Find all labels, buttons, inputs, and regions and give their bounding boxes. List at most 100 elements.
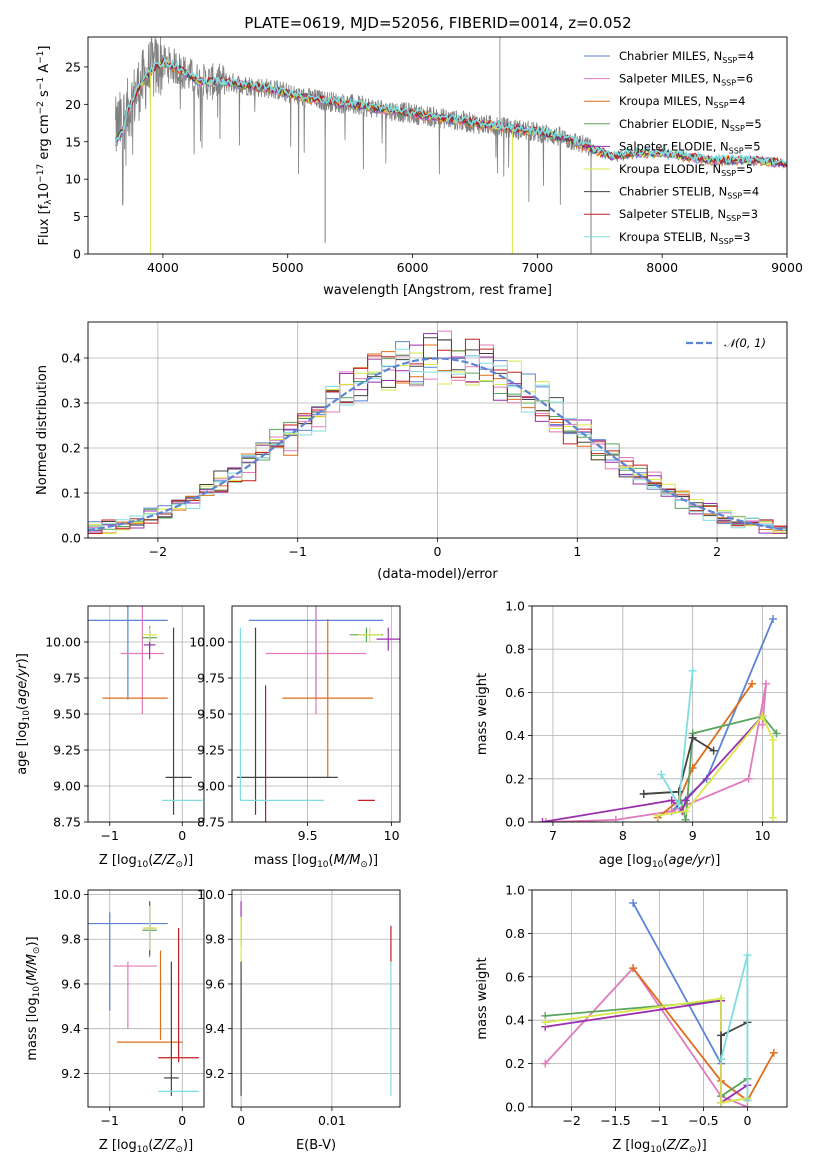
x-label-part: Z/Z xyxy=(152,1138,176,1153)
x-tick-label: 0 xyxy=(434,544,442,559)
y-label-part: −17 xyxy=(36,164,46,183)
y-tick-label: 9.2 xyxy=(61,1066,81,1081)
y-label-part: ⊙ xyxy=(32,947,42,955)
y-tick-label: 0.0 xyxy=(505,1100,525,1115)
x-label-part: mass [log xyxy=(254,853,317,868)
y-tick-label: 0.4 xyxy=(505,1013,525,1028)
y-tick-label: 10.00 xyxy=(45,635,81,650)
y-label-part: A xyxy=(37,64,52,77)
y-tick-label: 1.0 xyxy=(505,599,525,614)
x-label-part: )] xyxy=(368,853,378,868)
x-label-part: age/yr xyxy=(668,853,711,868)
legend-sub: SSP xyxy=(727,192,742,201)
y-tick-label: 0.0 xyxy=(505,815,525,830)
x-tick-label: 9 xyxy=(689,828,697,843)
x-tick-label: 6000 xyxy=(397,260,429,275)
x-tick-label: 0 xyxy=(743,1113,751,1128)
plot-area xyxy=(88,330,787,538)
x-label-part: 10 xyxy=(652,860,664,870)
y-tick-label: 0.0 xyxy=(61,531,81,546)
legend-label: Kroupa STELIB, NSSP=3 xyxy=(619,230,750,246)
axes-frame xyxy=(87,605,205,823)
plot-area xyxy=(240,901,392,1096)
legend-sub: SSP xyxy=(721,169,736,178)
y-tick-label: 9.6 xyxy=(61,976,81,991)
x-label-part: 10 xyxy=(650,1145,662,1155)
weight-line-1 xyxy=(544,966,748,1107)
y-tick-label: 0.4 xyxy=(61,351,81,366)
x-tick-label: 10 xyxy=(384,828,400,843)
y-tick-label: 0.2 xyxy=(61,441,81,456)
legend-sub: SSP xyxy=(726,214,741,223)
plot-area xyxy=(237,606,400,822)
y-label-part: mass [log xyxy=(25,997,40,1060)
x-tick-label: −1 xyxy=(101,1113,119,1128)
x-label-part: Z [log xyxy=(612,1138,650,1153)
x-label-part: age [log xyxy=(599,853,652,868)
plot-area xyxy=(114,37,787,254)
x-label-part: Z/Z xyxy=(152,853,176,868)
observed-spectrum xyxy=(115,37,594,206)
legend-suffix: =3 xyxy=(734,230,751,244)
weight-line-3 xyxy=(545,999,748,1098)
axes-residuals: −2 −1 0 1 2 0.0 0.1 0.2 0.3 0.4 (data-model)/error… xyxy=(35,321,788,582)
x-axis-label: Z [log10(Z/Z⊙)] xyxy=(612,1138,706,1155)
y-tick-label: 9.4 xyxy=(205,1021,225,1036)
x-axis-label: (data-model)/error xyxy=(377,567,498,582)
x-tick-label: 5000 xyxy=(272,260,304,275)
x-label-part: ⊙ xyxy=(689,1145,697,1155)
y-tick-label: 9.00 xyxy=(53,779,81,794)
x-axis-label: age [log10(age/yr)] xyxy=(599,853,721,870)
legend-label: Chabrier MILES, NSSP=4 xyxy=(619,49,754,65)
x-tick-label: 10 xyxy=(755,828,771,843)
legend-suffix: =5 xyxy=(736,162,753,176)
y-label-part: λ xyxy=(44,199,54,205)
y-tick-label: 9.75 xyxy=(53,671,81,686)
legend-label: Chabrier STELIB, NSSP=4 xyxy=(619,185,759,201)
y-label-part: −2 xyxy=(36,101,46,114)
x-label-part: Z [log xyxy=(99,1138,137,1153)
x-tick-label: −1 xyxy=(288,544,306,559)
y-tick-label: 1.0 xyxy=(505,883,525,898)
y-label-part: 10 xyxy=(32,986,42,998)
y-tick-label: 9.6 xyxy=(205,976,225,991)
x-label-part: ⊙ xyxy=(360,860,368,870)
legend-suffix: =4 xyxy=(729,94,746,108)
y-tick-label: 0.4 xyxy=(505,728,525,743)
x-tick-label: −2 xyxy=(562,1113,580,1128)
x-tick-label: −1 xyxy=(101,828,119,843)
legend-suffix: =4 xyxy=(737,49,754,63)
legend-suffix: =5 xyxy=(744,139,761,153)
y-axis-label: Flux [fλ10−17 erg cm−2 s−1 A−1] xyxy=(36,46,54,246)
x-tick-label: −1 xyxy=(650,1113,668,1128)
y-tick-label: 25 xyxy=(65,59,81,74)
y-label-part: ( xyxy=(25,981,40,986)
y-label-part: M/M xyxy=(25,954,40,981)
y-label-part: age/yr xyxy=(15,662,30,705)
y-tick-label: 0.6 xyxy=(505,685,525,700)
legend-sub: SSP xyxy=(729,146,744,155)
legend-text: Kroupa ELODIE, N xyxy=(619,162,721,176)
axes-spectrum: 4000 5000 6000 7000 8000 9000 0 5 10 15 20 25 wavele… xyxy=(36,36,803,298)
x-axis-label: mass [log10(M/M⊙)] xyxy=(254,853,378,870)
y-tick-label: 10.0 xyxy=(53,887,81,902)
x-tick-label: 0 xyxy=(178,828,186,843)
figure-title: PLATE=0619, MJD=52056, FIBERID=0014, z=0… xyxy=(244,14,631,32)
y-tick-label: 9.2 xyxy=(205,1066,225,1081)
weight-line-6 xyxy=(643,736,715,795)
y-tick-label: 10 xyxy=(65,172,81,187)
y-tick-label: 9.00 xyxy=(197,779,225,794)
legend-label: Salpeter MILES, NSSP=6 xyxy=(619,72,753,88)
legend-text: Chabrier ELODIE, N xyxy=(619,117,730,131)
y-tick-label: 8.75 xyxy=(53,815,81,830)
x-label-part: Z/Z xyxy=(666,1138,690,1153)
y-tick-label: 10.0 xyxy=(197,887,225,902)
legend-text: Chabrier STELIB, N xyxy=(619,185,727,199)
y-label-part: age [log xyxy=(15,722,30,775)
y-axis-label: age [log10(age/yr)] xyxy=(15,653,32,775)
legend-suffix: =5 xyxy=(745,117,762,131)
x-tick-label: 7 xyxy=(549,828,557,843)
y-label-part: )] xyxy=(15,653,30,663)
x-label-part: E(B-V) xyxy=(296,1138,336,1153)
x-label-part: 10 xyxy=(137,1145,149,1155)
